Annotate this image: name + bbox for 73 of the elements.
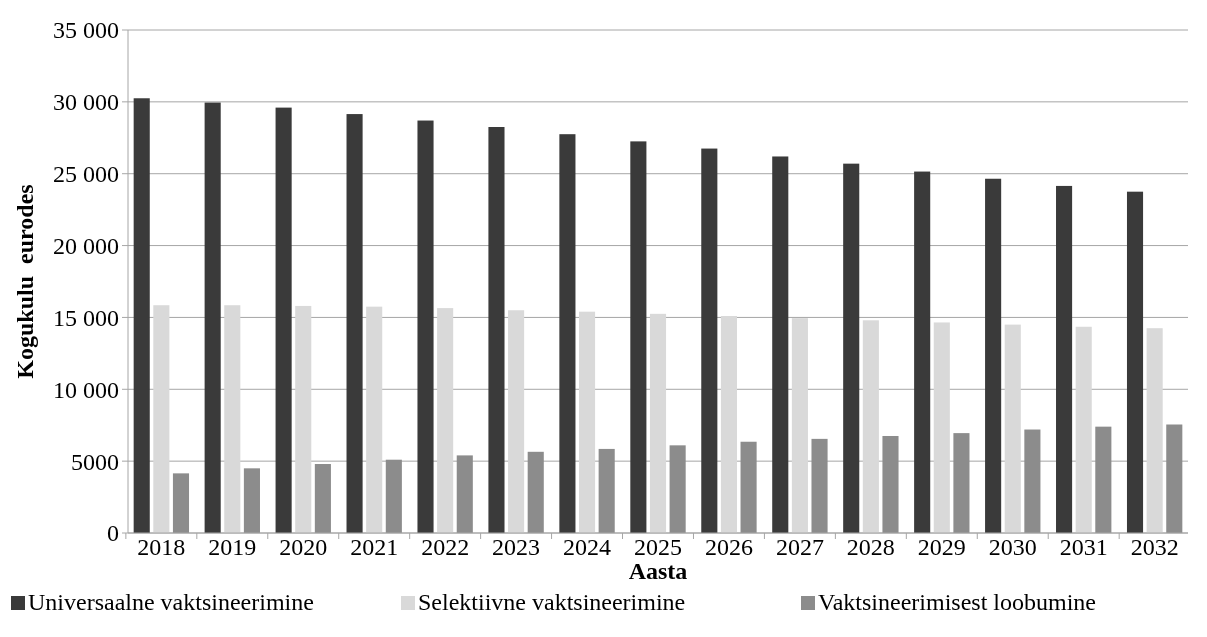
bar [862,320,879,533]
bar [843,163,860,533]
x-tick-label: 2024 [563,534,612,560]
y-axis-title: Kogukulu eurodes [12,184,38,379]
bar [985,178,1002,533]
y-tick-label: 20 000 [53,232,119,259]
bar [366,306,383,533]
y-tick-label: 25 000 [53,161,119,188]
bar [417,120,434,533]
y-tick-label: 5000 [71,448,119,475]
bar [385,459,402,533]
bar [720,315,737,533]
bar [598,448,615,533]
bar [669,445,686,533]
y-tick-label: 0 [107,520,119,547]
bar [1146,328,1163,533]
bar [630,141,647,533]
bar [1075,326,1092,533]
bar [953,433,970,533]
bar [437,308,454,533]
bar [701,148,718,533]
bar [224,305,241,533]
bar [204,102,221,533]
bar [508,310,525,533]
y-tick-label: 35 000 [53,17,119,44]
x-tick-label: 2028 [846,534,895,560]
bar [1095,426,1112,533]
x-axis-title: Aasta [628,558,688,584]
bar [791,318,808,533]
bar [243,468,260,533]
bar [488,127,505,533]
bar [559,134,576,533]
x-tick-label: 2022 [421,534,470,560]
bar [740,441,757,533]
bar [314,464,331,533]
bar [882,435,899,533]
bar [133,98,150,533]
bar [579,311,596,533]
bar [914,171,931,533]
y-tick-label: 30 000 [53,89,119,116]
bar [456,455,473,533]
x-tick-label: 2021 [350,534,399,560]
bar [811,438,828,533]
y-tick-label: 15 000 [53,304,119,331]
bar [1166,424,1183,533]
x-tick-label: 2020 [279,534,328,560]
bar [346,114,363,533]
x-tick-label: 2030 [988,534,1037,560]
bar [153,305,170,533]
x-tick-label: 2027 [775,534,824,560]
bar [1056,185,1073,533]
x-tick-label: 2025 [634,534,682,560]
x-tick-label: 2023 [492,534,541,560]
bar [1004,324,1021,533]
bar [933,322,950,533]
x-tick-label: 2026 [704,534,753,560]
bar [772,156,789,533]
bar [275,107,292,533]
bar [1024,429,1041,533]
x-tick-label: 2019 [208,534,257,560]
legend-label: Universaalne vaktsineerimine [28,589,314,615]
x-tick-label: 2029 [917,534,966,560]
x-tick-label: 2032 [1130,534,1179,560]
legend-label: Selektiivne vaktsineerimine [418,589,686,615]
legend-label: Vaktsineerimisest loobumine [818,589,1096,615]
bar [527,451,544,533]
x-tick-label: 2031 [1059,534,1108,560]
bar [172,473,190,533]
bar [649,313,667,533]
y-tick-label: 10 000 [53,376,119,403]
bar [295,305,312,533]
bar [1126,191,1144,533]
x-tick-label: 2018 [137,534,186,560]
